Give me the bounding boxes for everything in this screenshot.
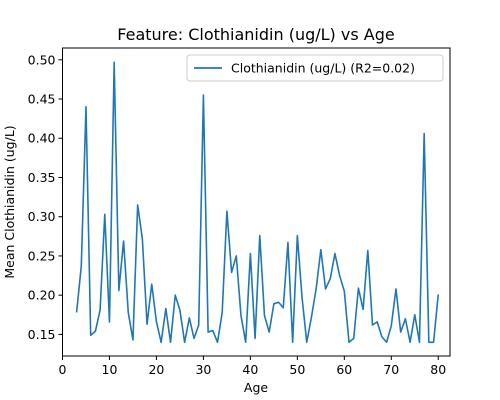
- x-tick-label: 30: [195, 362, 211, 377]
- y-tick-label: 0.30: [28, 209, 56, 224]
- y-axis-label: Mean Clothianidin (ug/L): [2, 125, 17, 278]
- y-tick-label: 0.25: [28, 248, 56, 263]
- y-tick-label: 0.15: [28, 327, 56, 342]
- y-tick-label: 0.50: [28, 52, 56, 67]
- x-tick-label: 20: [148, 362, 164, 377]
- legend-frame: [186, 54, 444, 82]
- x-tick-label: 0: [59, 362, 67, 377]
- x-tick-label: 10: [102, 362, 118, 377]
- x-axis-label: Age: [244, 380, 268, 395]
- x-tick-label: 70: [383, 362, 399, 377]
- y-tick-label: 0.35: [28, 170, 56, 185]
- x-tick-label: 60: [336, 362, 352, 377]
- y-tick-label: 0.40: [28, 131, 56, 146]
- y-axis: 0.15 0.20 0.25 0.30 0.35 0.40 0.45 0.50: [28, 52, 63, 342]
- y-tick-label: 0.20: [28, 288, 56, 303]
- axes-frame: [62, 47, 451, 357]
- x-tick-label: 40: [242, 362, 258, 377]
- legend-label: Clothianidin (ug/L) (R2=0.02): [231, 61, 415, 76]
- y-tick-label: 0.45: [28, 92, 56, 107]
- plot-area: [75, 61, 440, 344]
- x-tick-label: 50: [289, 362, 305, 377]
- x-tick-label: 80: [430, 362, 446, 377]
- legend: Clothianidin (ug/L) (R2=0.02): [186, 54, 444, 82]
- chart-title: Feature: Clothianidin (ug/L) vs Age: [117, 25, 394, 44]
- series-line-0: [75, 61, 440, 344]
- x-axis: 0 10 20 30 40 50 60 70 80: [59, 356, 446, 377]
